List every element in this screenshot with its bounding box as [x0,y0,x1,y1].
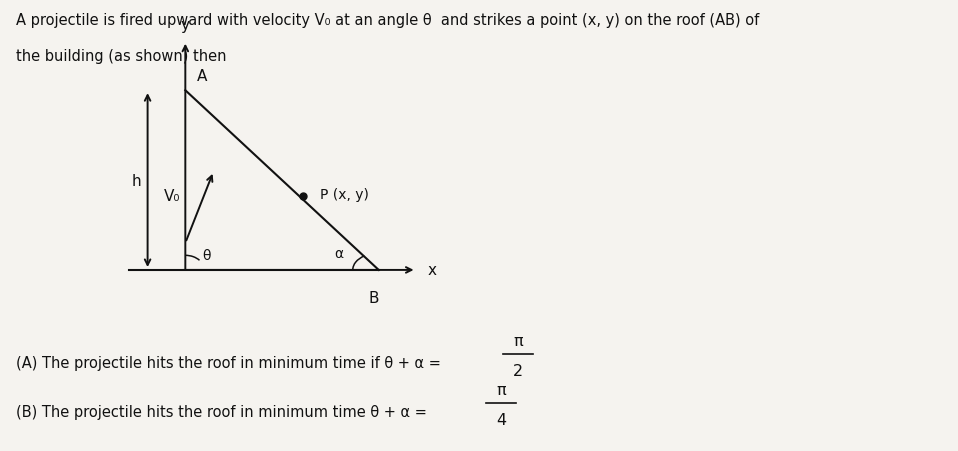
Text: A: A [196,69,207,84]
Text: y: y [181,18,190,33]
Text: π: π [496,382,506,397]
Text: h: h [131,173,141,188]
Text: V₀: V₀ [164,189,181,204]
Text: P (x, y): P (x, y) [320,187,369,201]
Text: 2: 2 [513,363,523,378]
Text: A projectile is fired upward with velocity V₀ at an angle θ  and strikes a point: A projectile is fired upward with veloci… [15,13,759,28]
Text: π: π [513,333,523,348]
Text: (A) The projectile hits the roof in minimum time if θ + α =: (A) The projectile hits the roof in mini… [15,355,441,370]
Text: θ: θ [202,249,211,262]
Text: the building (as shown) then: the building (as shown) then [15,48,226,64]
Text: B: B [369,290,379,305]
Text: (B) The projectile hits the roof in minimum time θ + α =: (B) The projectile hits the roof in mini… [15,404,426,419]
Text: x: x [428,263,437,278]
Text: 4: 4 [496,412,507,427]
Text: α: α [334,246,344,260]
